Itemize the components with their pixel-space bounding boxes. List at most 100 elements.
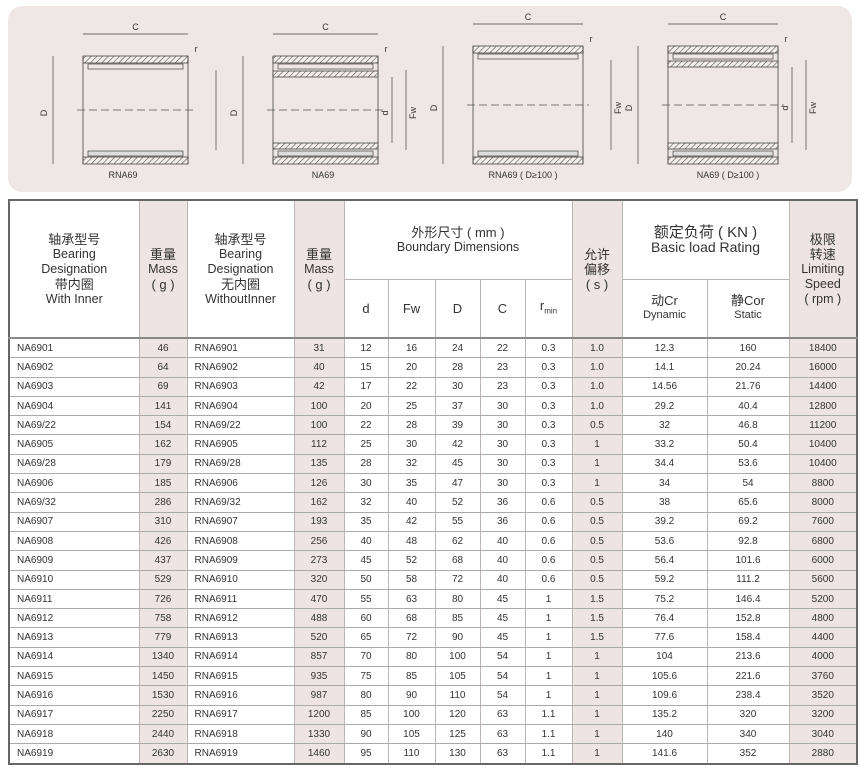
- header-cn: 极限转速: [809, 231, 836, 262]
- cell-dynamic-cr: 12.3: [621, 337, 708, 359]
- cell-designation-with-inner: NA6905: [8, 434, 140, 455]
- table-row: NA6919 2630 RNA6919 1460 95 110 130 63 1.1 1 141.6…: [8, 743, 858, 765]
- cell-fw: 63: [387, 588, 436, 610]
- cell-designation-with-inner: NA6919: [8, 743, 140, 765]
- label-c: C: [322, 22, 329, 32]
- label-D: D: [229, 109, 239, 116]
- cell-limiting-speed: 10400: [788, 434, 858, 455]
- outer-ring-top: [667, 45, 779, 54]
- table-row: NA6910 529 RNA6910 320 50 58 72 40 0.6 0.5 59.2 111…: [8, 569, 858, 590]
- cell-designation-with-inner: NA6912: [8, 608, 140, 629]
- cell-d: 75: [343, 666, 389, 687]
- cell-limiting-speed: 5600: [788, 569, 858, 590]
- cell-fw: 68: [387, 608, 436, 629]
- diagram-na69-large: C D Fw r d NA69 ( D≥100 ): [618, 6, 838, 192]
- cell-static-cor: 221.6: [706, 666, 790, 687]
- cell-rmin: 0.3: [524, 337, 573, 359]
- header-designation-without-inner: 轴承型号 Bearing Designation 无内圈 WithoutInne…: [186, 199, 295, 339]
- cell-offset: 0.5: [571, 492, 623, 513]
- cell-designation-with-inner: NA6910: [8, 569, 140, 590]
- header-en: Bearing: [52, 246, 96, 261]
- cell-D: 90: [434, 627, 481, 648]
- cell-limiting-speed: 3760: [788, 666, 858, 687]
- outer-ring-top: [272, 55, 379, 64]
- cell-designation-without-inner: RNA6919: [186, 743, 295, 765]
- cell-dynamic-cr: 29.2: [621, 395, 708, 417]
- cell-d: 20: [343, 395, 389, 417]
- table-body: NA6901 46 RNA6901 31 12 16 24 22 0.3 1.0 12.3 160 18…: [8, 337, 858, 765]
- cell-d: 50: [343, 569, 389, 590]
- cell-offset: 1: [571, 743, 623, 765]
- cell-designation-with-inner: NA6917: [8, 704, 140, 725]
- cell-offset: 1.0: [571, 357, 623, 378]
- cell-mass-1: 179: [138, 453, 188, 475]
- cell-C: 63: [479, 743, 526, 765]
- table-row: NA6902 64 RNA6902 40 15 20 28 23 0.3 1.0 14.1 20.24…: [8, 357, 858, 378]
- cell-mass-1: 726: [138, 588, 188, 610]
- diagram-rna69-large: C D Fw r RNA69 ( D≥100 ): [423, 6, 623, 192]
- cell-designation-with-inner: NA6906: [8, 473, 140, 494]
- cell-offset: 1.5: [571, 588, 623, 610]
- header-r-sub: min: [544, 306, 558, 316]
- cell-rmin: 1: [524, 685, 573, 706]
- cell-offset: 1: [571, 723, 623, 745]
- cell-C: 63: [479, 723, 526, 745]
- cell-designation-without-inner: RNA69/22: [186, 415, 295, 436]
- header-boundary-dimensions: 外形尺寸 ( mm ) Boundary Dimensions: [343, 199, 573, 280]
- inner-ring-top: [272, 70, 379, 78]
- header-cn: 允许偏移: [584, 246, 611, 277]
- cell-dynamic-cr: 75.2: [621, 588, 708, 610]
- cell-designation-without-inner: RNA6913: [186, 627, 295, 648]
- cell-rmin: 0.6: [524, 569, 573, 590]
- cell-mass-1: 64: [138, 357, 188, 378]
- cell-offset: 1: [571, 453, 623, 475]
- table-row: NA6912 758 RNA6912 488 60 68 85 45 1 1.5 76.4 152.8…: [8, 608, 858, 629]
- cell-dynamic-cr: 141.6: [621, 743, 708, 765]
- cell-D: 42: [434, 434, 481, 455]
- cell-mass-2: 1460: [293, 743, 345, 765]
- table-row: NA6904 141 RNA6904 100 20 25 37 30 0.3 1.0 29.2 40.…: [8, 395, 858, 417]
- cell-D: 39: [434, 415, 481, 436]
- header-en: Limiting: [801, 261, 845, 276]
- cell-mass-2: 162: [293, 492, 345, 513]
- cell-D: 52: [434, 492, 481, 513]
- cell-limiting-speed: 4400: [788, 627, 858, 648]
- cell-dynamic-cr: 104: [621, 646, 708, 668]
- cell-designation-without-inner: RNA6911: [186, 588, 295, 610]
- cell-rmin: 1: [524, 646, 573, 668]
- cell-static-cor: 213.6: [706, 646, 790, 668]
- table-row: NA6906 185 RNA6906 126 30 35 47 30 0.3 1 34 54 8800: [8, 473, 858, 494]
- cell-fw: 105: [387, 723, 436, 745]
- cell-mass-1: 162: [138, 434, 188, 455]
- cell-static-cor: 53.6: [706, 453, 790, 475]
- cell-C: 30: [479, 434, 526, 455]
- header-C: C: [479, 278, 526, 339]
- outer-ring-bottom: [272, 156, 379, 165]
- label-d: d: [780, 105, 790, 110]
- cell-designation-without-inner: RNA6902: [186, 357, 295, 378]
- table-row: NA6916 1530 RNA6916 987 80 90 110 54 1 1 109.6 238.…: [8, 685, 858, 706]
- header-en: Mass: [148, 261, 178, 276]
- cell-static-cor: 69.2: [706, 511, 790, 532]
- cell-rmin: 1.1: [524, 723, 573, 745]
- cell-D: 72: [434, 569, 481, 590]
- cell-rmin: 1: [524, 588, 573, 610]
- cell-mass-1: 1340: [138, 646, 188, 668]
- cell-limiting-speed: 5200: [788, 588, 858, 610]
- cell-mass-2: 987: [293, 685, 345, 706]
- cell-designation-with-inner: NA6916: [8, 685, 140, 706]
- needle-top: [672, 53, 774, 60]
- cell-C: 30: [479, 473, 526, 494]
- table-row: NA6917 2250 RNA6917 1200 85 100 120 63 1.1 1 135.2…: [8, 704, 858, 725]
- cell-static-cor: 111.2: [706, 569, 790, 590]
- cell-static-cor: 54: [706, 473, 790, 494]
- cell-static-cor: 46.8: [706, 415, 790, 436]
- cell-dynamic-cr: 56.4: [621, 550, 708, 571]
- cell-dynamic-cr: 34: [621, 473, 708, 494]
- header-cn: 重量: [149, 246, 176, 262]
- header-r: r: [539, 297, 545, 313]
- bearing-drawing-na69-large: C D Fw r d: [624, 12, 818, 165]
- header-en: Designation: [41, 261, 108, 276]
- cell-designation-with-inner: NA69/28: [8, 453, 140, 475]
- table-row: NA6905 162 RNA6905 112 25 30 42 30 0.3 1 33.2 50.4 1…: [8, 434, 858, 455]
